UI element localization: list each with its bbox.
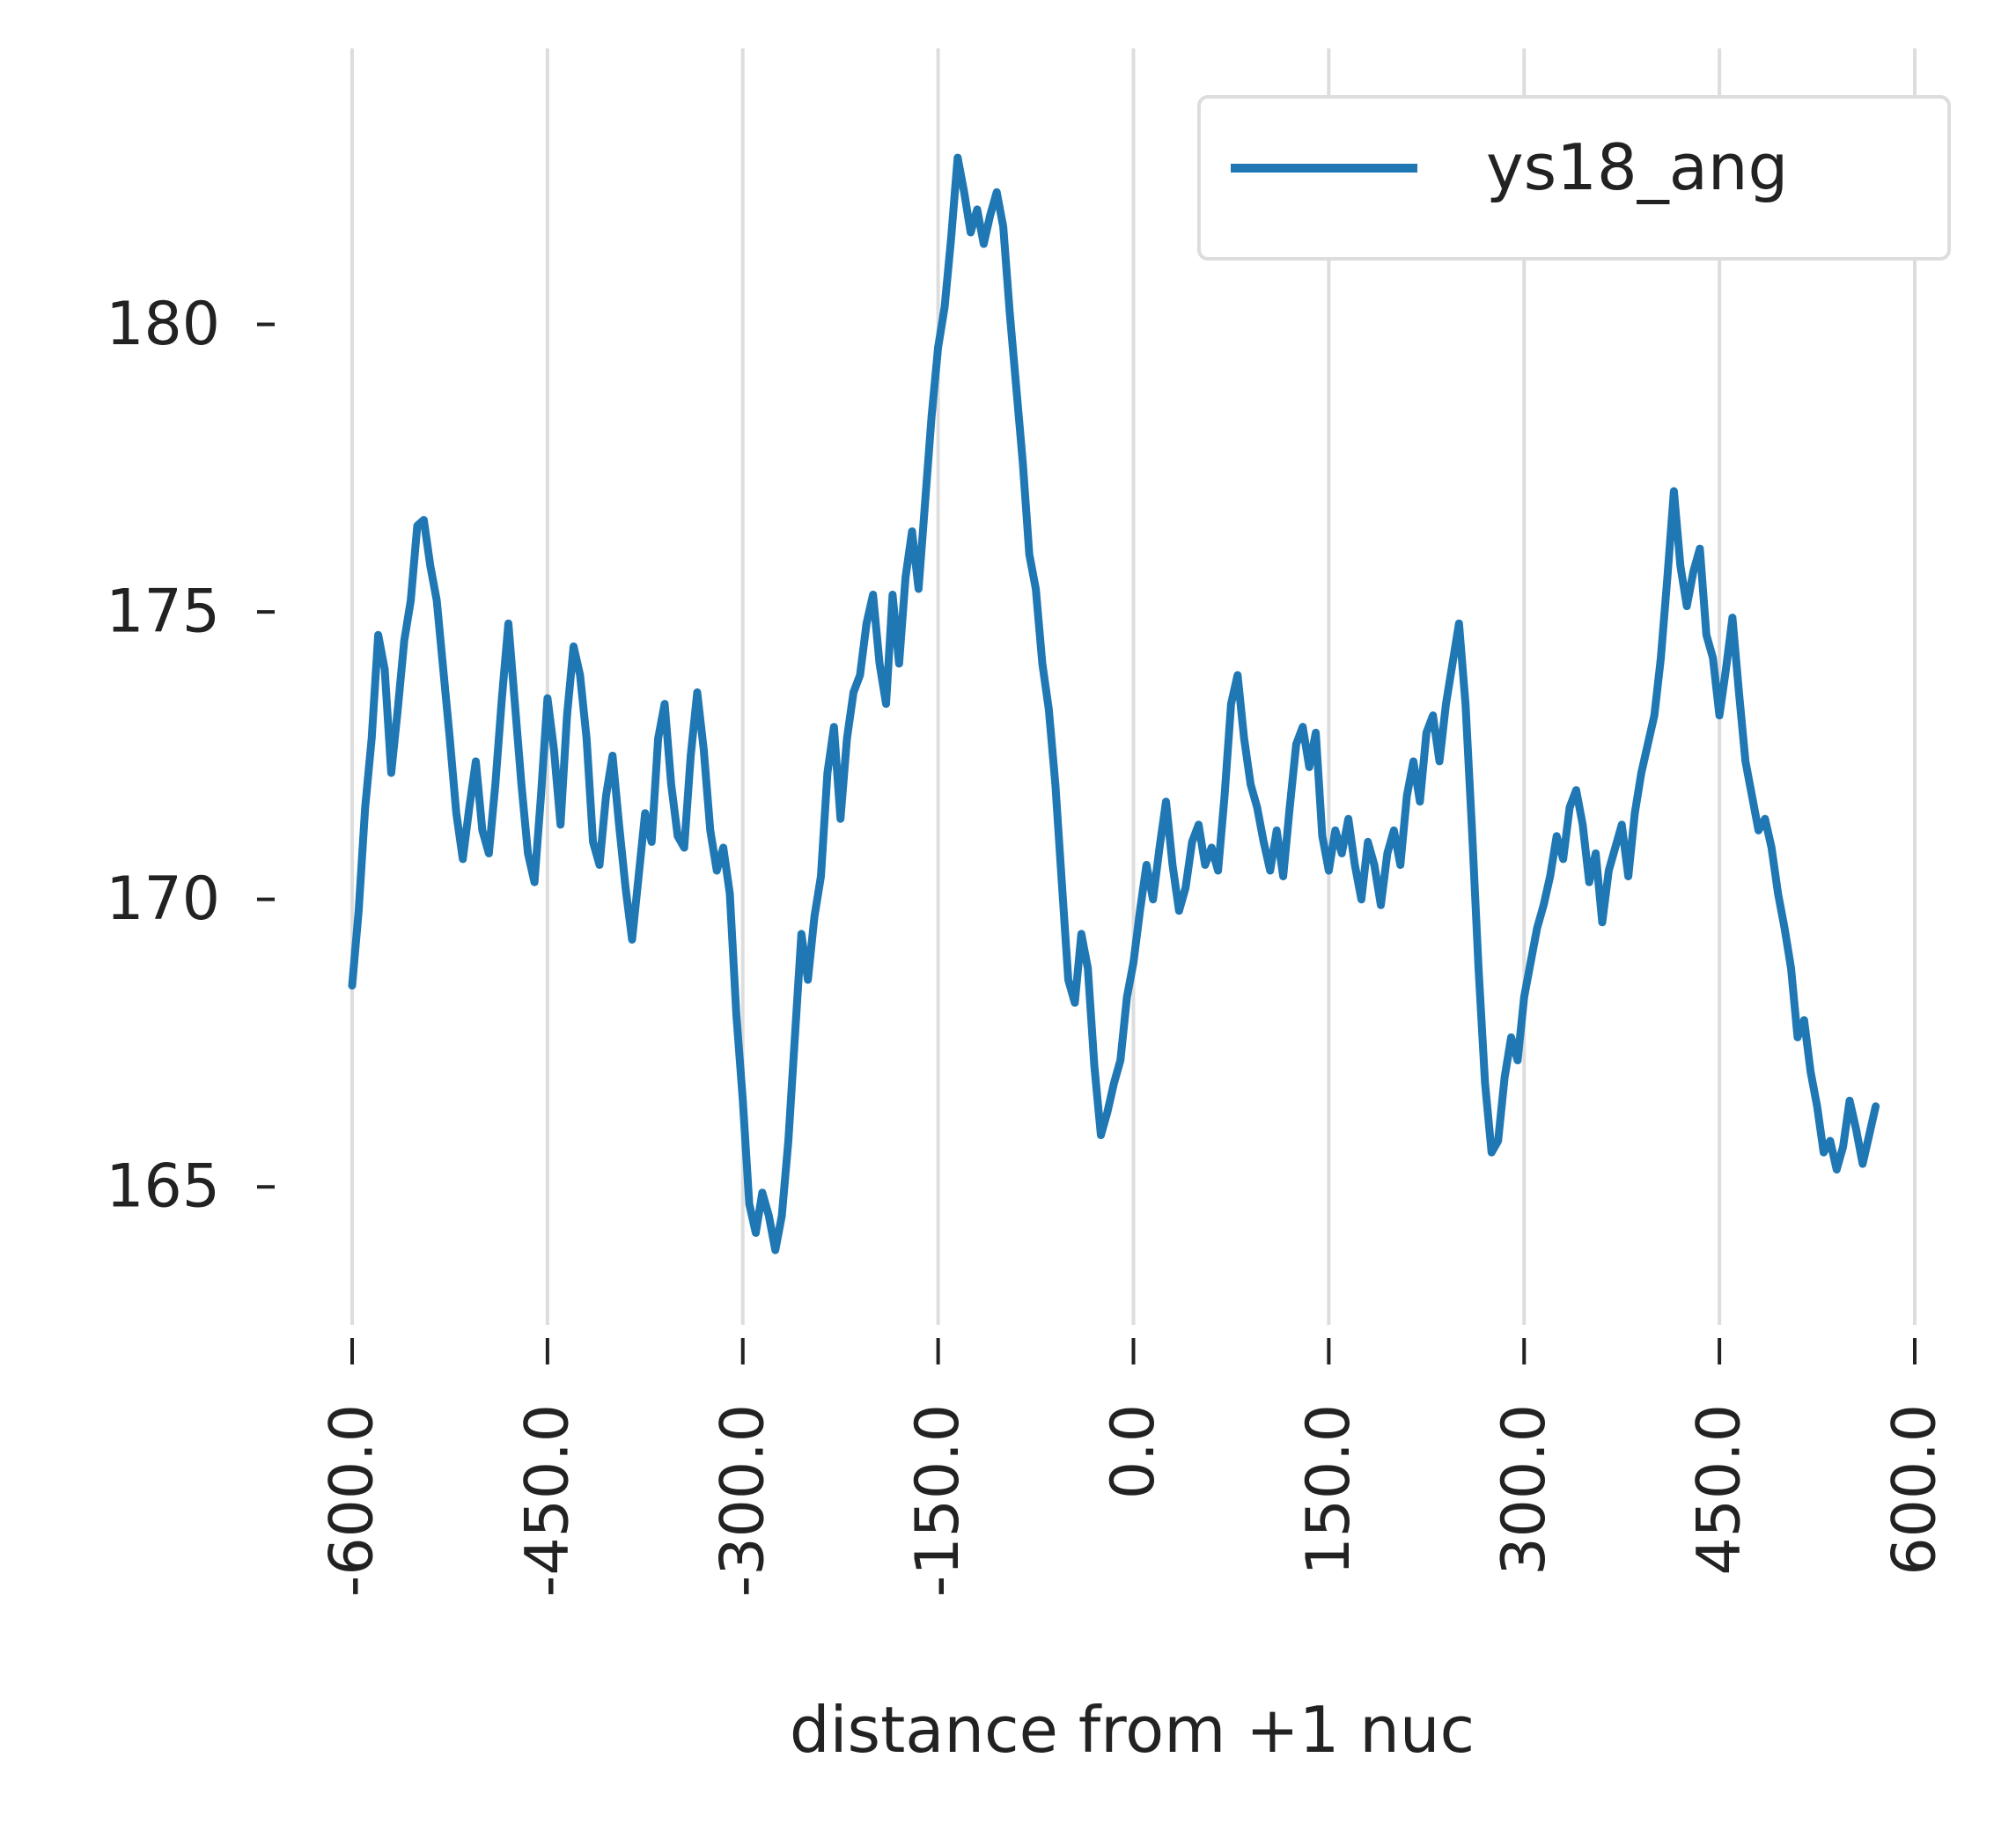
y-tick-label: 180 — [106, 290, 220, 359]
y-axis-ticks: 165 170 175 180 — [106, 290, 275, 1222]
legend: ys18_ang — [1197, 95, 1951, 261]
x-tick-label: 600.0 — [1880, 1404, 1950, 1576]
legend-label-series-1: ys18_ang — [1486, 130, 1788, 204]
x-tick-label: -150.0 — [903, 1404, 973, 1597]
x-tick-label: -300.0 — [708, 1404, 777, 1597]
series-lines — [348, 153, 1880, 1254]
x-tick-label: 300.0 — [1490, 1404, 1559, 1576]
x-axis-ticks: -600.0 -450.0 -300.0 -150.0 0.0 150.0 300.0 450… — [318, 1338, 1950, 1597]
x-tick-label: -600.0 — [318, 1404, 387, 1597]
y-tick-label: 175 — [106, 577, 220, 647]
y-tick-label: 165 — [106, 1152, 220, 1222]
x-tick-label: 0.0 — [1099, 1404, 1168, 1499]
x-axis-label: distance from +1 nuc — [790, 1693, 1475, 1767]
x-tick-label: -450.0 — [512, 1404, 582, 1597]
x-tick-label: 450.0 — [1685, 1404, 1755, 1576]
series-line-ys18_ang — [348, 153, 1880, 1254]
legend-box — [1197, 95, 1951, 261]
y-tick-label: 170 — [106, 864, 220, 934]
x-tick-label: 150.0 — [1294, 1404, 1364, 1576]
gridlines — [350, 48, 1917, 1325]
